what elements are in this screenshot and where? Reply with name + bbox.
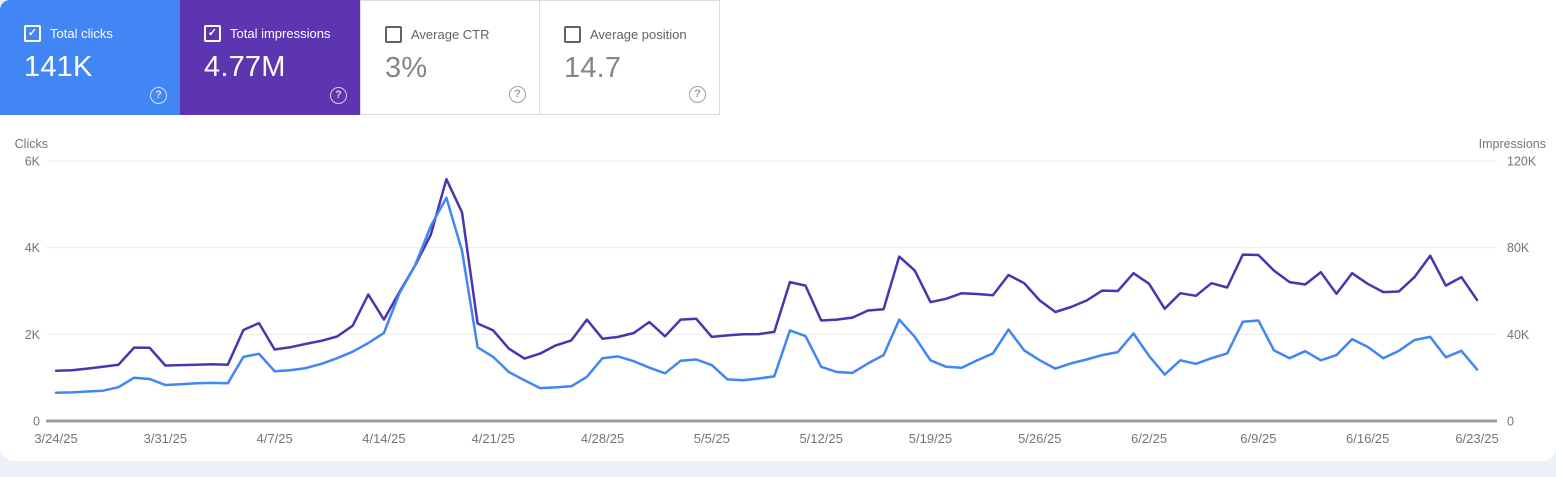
x-axis-label: 6/9/25 xyxy=(1240,431,1276,446)
metric-card-total-clicks[interactable]: ✓ Total clicks 141K ? xyxy=(0,0,180,115)
total-clicks-checkbox[interactable]: ✓ xyxy=(24,25,41,42)
left-axis-tick: 6K xyxy=(25,155,41,169)
right-axis-tick: 120K xyxy=(1507,155,1537,169)
x-axis-label: 4/21/25 xyxy=(472,431,515,446)
metric-label: Total clicks xyxy=(50,26,113,41)
metric-card-average-position[interactable]: Average position 14.7 ? xyxy=(540,0,720,115)
metric-card-total-impressions[interactable]: ✓ Total impressions 4.77M ? xyxy=(180,0,360,115)
right-axis-tick: 40K xyxy=(1507,328,1530,342)
x-axis-label: 5/19/25 xyxy=(909,431,952,446)
right-axis-tick: 80K xyxy=(1507,241,1530,255)
help-icon[interactable]: ? xyxy=(150,87,167,104)
series-line-total-impressions xyxy=(54,177,1479,372)
average-ctr-checkbox[interactable] xyxy=(385,26,402,43)
x-axis-label: 4/7/25 xyxy=(257,431,293,446)
series-line-total-clicks xyxy=(54,196,1479,395)
left-axis-tick: 2K xyxy=(25,328,41,342)
x-axis-label: 4/28/25 xyxy=(581,431,624,446)
metric-label: Average position xyxy=(590,27,687,42)
right-axis-tick: 0 xyxy=(1507,415,1514,429)
x-axis-label: 5/5/25 xyxy=(694,431,730,446)
average-position-checkbox[interactable] xyxy=(564,26,581,43)
x-axis-label: 6/16/25 xyxy=(1346,431,1389,446)
x-axis-label: 3/31/25 xyxy=(144,431,187,446)
right-axis-title: Impressions xyxy=(1479,137,1546,151)
x-axis-label: 6/23/25 xyxy=(1455,431,1498,446)
total-impressions-checkbox[interactable]: ✓ xyxy=(204,25,221,42)
x-axis-label: 4/14/25 xyxy=(362,431,405,446)
help-icon[interactable]: ? xyxy=(509,86,526,103)
metric-card-average-ctr[interactable]: Average CTR 3% ? xyxy=(360,0,540,115)
metric-value: 3% xyxy=(385,52,428,84)
left-axis-tick: 4K xyxy=(25,241,41,255)
metric-value: 4.77M xyxy=(204,51,286,83)
left-axis-tick: 0 xyxy=(33,415,40,429)
performance-chart[interactable]: 6K 120K 4K 80K 2K 40K 0 0 Clicks Impressions 3/24/… xyxy=(0,135,1556,465)
metric-value: 141K xyxy=(24,51,93,83)
help-icon[interactable]: ? xyxy=(330,87,347,104)
x-axis-label: 6/2/25 xyxy=(1131,431,1167,446)
metric-cards-row: ✓ Total clicks 141K ? ✓ Total impression… xyxy=(0,0,720,115)
help-icon[interactable]: ? xyxy=(689,86,706,103)
x-axis-label: 5/12/25 xyxy=(799,431,842,446)
metric-label: Total impressions xyxy=(230,26,331,41)
metric-value: 14.7 xyxy=(564,52,622,84)
left-axis-title: Clicks xyxy=(15,137,48,151)
x-axis-label: 5/26/25 xyxy=(1018,431,1061,446)
x-axis-label: 3/24/25 xyxy=(34,431,77,446)
metric-label: Average CTR xyxy=(411,27,490,42)
